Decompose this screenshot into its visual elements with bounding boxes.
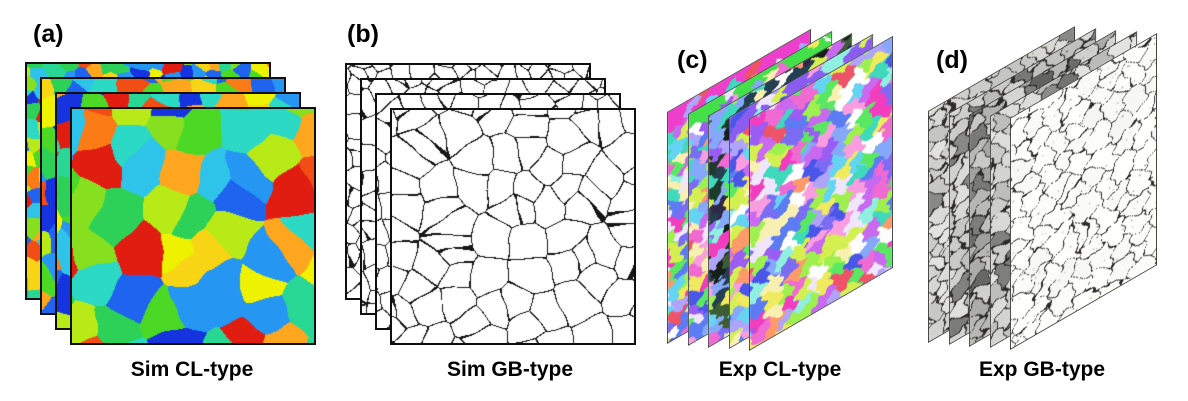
panel-a-label: (a) (33, 20, 64, 48)
stack-layer (70, 107, 316, 345)
panel-d-label: (d) (936, 46, 968, 74)
stack-layer (390, 108, 636, 345)
panel-c-label: (c) (677, 46, 708, 74)
panel-b-label: (b) (347, 20, 379, 48)
grain-map-canvas (392, 110, 634, 343)
grain-map-canvas (72, 109, 314, 343)
panel-d-caption: Exp GB-type (978, 358, 1106, 381)
panel-b-caption: Sim GB-type (446, 358, 574, 381)
panel-c-caption: Exp CL-type (718, 358, 842, 381)
panel-a-caption: Sim CL-type (130, 358, 254, 381)
